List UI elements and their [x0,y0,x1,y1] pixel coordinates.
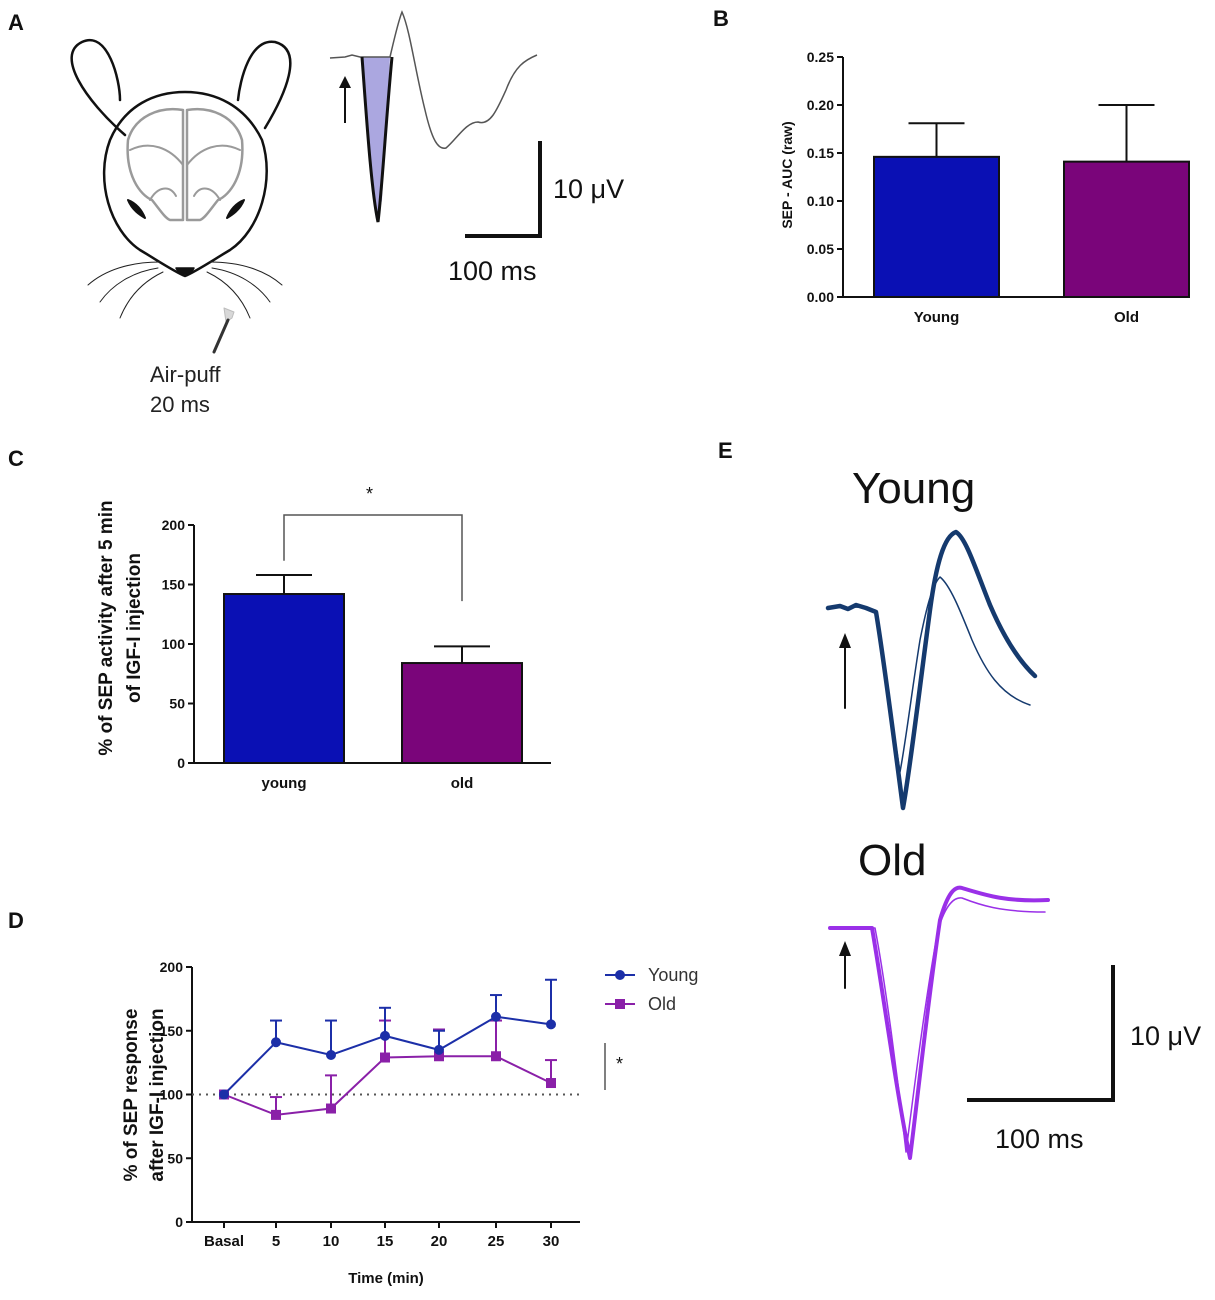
scale-label-e-time: 100 ms [995,1124,1084,1154]
x-tick-label-d: 15 [377,1233,394,1250]
air-puff-duration: 20 ms [150,392,210,417]
y-tick-label-c: 100 [162,636,186,652]
point-old [380,1052,390,1063]
x-tick-label-b-1: Old [1114,309,1139,326]
axis-title-y-b: SEP - AUC (raw) [779,121,795,228]
y-tick-label-c: 0 [177,755,185,771]
axis-title-y-d-line2: after IGF-I injection [147,1008,168,1181]
legend-label-old: Old [648,994,676,1014]
x-tick-label-d: 5 [272,1233,280,1250]
scale-label-a-time: 100 ms [448,256,537,286]
scale-bar-e [967,965,1115,1102]
y-tick-label-d: 150 [160,1023,184,1039]
x-tick-label-d: 10 [323,1233,340,1250]
axis-title-y-c-line2: of IGF-I injection [124,553,145,703]
y-tick-label-b: 0.15 [807,145,834,161]
scale-bar-a [465,141,542,238]
point-old [491,1051,501,1062]
significance-bracket-c [283,514,463,602]
y-tick-label-d: 200 [160,959,184,975]
bar-b-old [1063,160,1190,298]
y-tick-label-b: 0.25 [807,49,834,65]
bar-c-young [223,593,345,765]
point-old [546,1078,556,1089]
point-old [271,1109,281,1120]
y-tick-label-b: 0.10 [807,193,834,209]
point-young [546,1019,556,1030]
scale-label-e-voltage: 10 μV [1130,1021,1201,1051]
legend-marker-old [615,999,625,1009]
old-stimulus-arrowhead [839,941,851,956]
legend-label-young: Young [648,965,698,985]
old-sep-traces [828,885,1050,1160]
point-young [326,1049,336,1060]
x-tick-label-c-0: young [262,775,307,792]
old-trace-label: Old [858,836,926,885]
panel-letter-e: E [718,438,733,463]
point-young [434,1044,444,1055]
y-tick-label-d: 100 [160,1087,184,1103]
y-tick-label-d: 50 [167,1150,183,1166]
significance-star-d: * [616,1054,623,1074]
axis-title-y-d-line1: % of SEP response [121,1009,142,1182]
significance-star-c: * [366,484,373,504]
y-tick-label-c: 50 [169,696,185,712]
point-young [491,1011,501,1022]
bar-c-old [401,662,523,764]
y-tick-label-b: 0.20 [807,97,834,113]
legend-d: Young Old [605,965,698,1014]
y-tick-label-c: 200 [162,517,186,533]
chart-b: SEP - AUC (raw) 0.00 0.05 0.10 0.15 0.20 0.25… [779,49,1190,326]
legend-marker-young [615,970,625,980]
panel-letter-a: A [8,10,24,35]
y-tick-label-d: 0 [175,1214,183,1230]
series-line-old [223,1055,552,1116]
x-tick-label-c-1: old [451,775,474,792]
chart-c: % of SEP activity after 5 min of IGF-I i… [96,484,551,792]
mouse-head-illustration [70,38,292,354]
x-tick-label-b-0: Young [914,309,960,326]
point-old [326,1103,336,1114]
point-young [219,1089,229,1100]
x-tick-label-d: 25 [488,1233,505,1250]
sep-example-trace [329,10,538,223]
panel-letter-d: D [8,908,24,933]
bar-b-young [873,155,1000,298]
y-tick-label-b: 0.00 [807,289,834,305]
panel-letter-b: B [713,6,729,31]
x-tick-label-d: 20 [431,1233,448,1250]
stimulus-arrowhead [339,76,351,88]
point-old [434,1051,444,1062]
axis-title-x-d: Time (min) [348,1270,424,1287]
young-trace-label: Young [852,464,975,513]
point-young [380,1030,390,1041]
y-tick-label-c: 150 [162,577,186,593]
x-tick-label-d: Basal [204,1233,244,1250]
young-stimulus-arrowhead [839,633,851,648]
x-tick-label-d: 30 [543,1233,560,1250]
y-tick-label-b: 0.05 [807,241,834,257]
air-puff-label: Air-puff [150,362,221,387]
young-sep-traces [825,529,1038,811]
panel-letter-c: C [8,446,24,471]
chart-d: % of SEP response after IGF-I injection … [121,959,698,1287]
scale-label-a-voltage: 10 μV [553,174,624,204]
point-young [271,1037,281,1048]
axis-title-y-c-line1: % of SEP activity after 5 min [96,500,117,755]
